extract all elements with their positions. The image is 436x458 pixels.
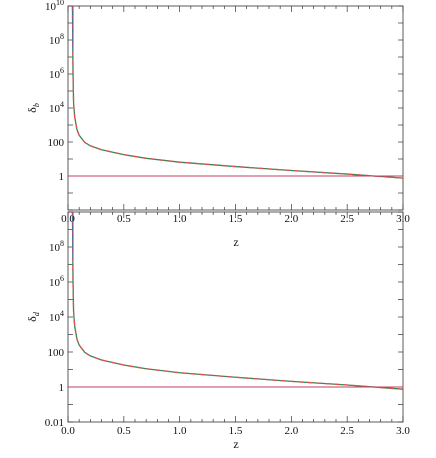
y-tick-label: 104: [49, 100, 64, 115]
y-tick-label: 1010: [45, 0, 64, 13]
y-tick-label: 1: [59, 382, 65, 394]
y-axis-label: δd: [25, 311, 41, 322]
y-tick-label: 108: [49, 239, 64, 254]
series-line-1: [71, 6, 403, 179]
x-tick-label: 1.0: [173, 425, 187, 437]
y-tick-label: 100: [48, 137, 65, 149]
x-tick-label: 2.5: [340, 213, 354, 225]
y-tick-label: 0.01: [45, 417, 64, 429]
y-axis-label: δb: [25, 103, 41, 113]
x-axis-label: z: [233, 437, 238, 451]
x-tick-label: 2.5: [340, 425, 354, 437]
x-tick-label: 1.5: [229, 425, 243, 437]
y-tick-label: 106: [49, 66, 64, 81]
y-tick-label: 100: [48, 347, 65, 359]
series-line-1: [71, 212, 403, 390]
x-axis-label: z: [233, 235, 238, 249]
x-tick-label: 2.0: [284, 425, 298, 437]
y-tick-label: 106: [49, 274, 64, 289]
x-tick-label: 0.5: [117, 425, 131, 437]
plot-frame: [67, 5, 404, 211]
x-tick-label: 3.0: [396, 425, 410, 437]
y-tick-label: 104: [49, 309, 64, 324]
x-tick-label: 1.0: [173, 213, 187, 225]
x-tick-label: 0.0: [61, 425, 75, 437]
panel-delta-b: 0.0 0.5 1.0 1.5 2.0 2.5 3.011001041061081010zδ…: [25, 0, 410, 249]
x-tick-label: 0.5: [117, 213, 131, 225]
y-tick-label: 1: [59, 171, 65, 183]
series-line-0: [71, 6, 403, 179]
x-tick-label: 1.5: [229, 213, 243, 225]
x-tick-label: 2.0: [284, 213, 298, 225]
panel-delta-d: 0.0 0.5 1.0 1.5 2.0 2.5 3.0 0.01 1 100 104 106 108 z δ…: [25, 211, 410, 451]
y-tick-label: 108: [49, 32, 64, 47]
